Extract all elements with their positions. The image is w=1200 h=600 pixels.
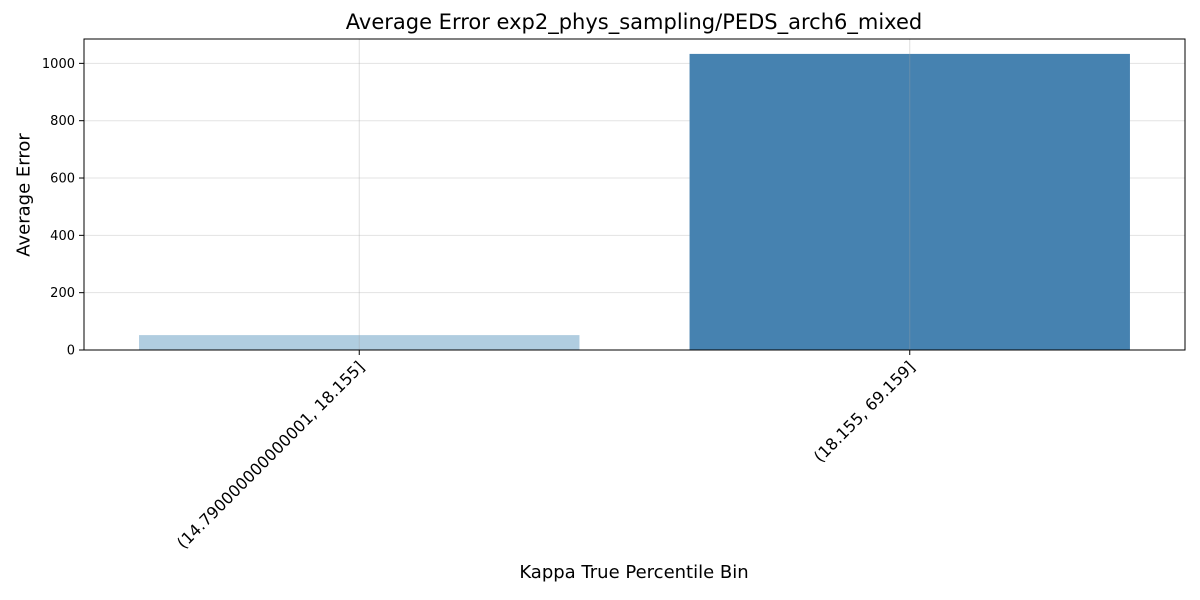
bar [139,335,580,350]
y-tick-label: 600 [50,172,75,187]
x-axis-label: Kappa True Percentile Bin [519,562,749,583]
plot-frame [83,38,1186,351]
x-tick-label: (18.155, 69.159] [810,357,919,466]
x-tick-label: (14.790000000000001, 18.155] [173,357,368,552]
y-tick-label: 0 [67,344,75,359]
y-tick-label: 1000 [42,57,75,72]
y-tick-label: 800 [50,114,75,129]
bar [689,53,1130,351]
y-tick-label: 400 [50,229,75,244]
chart-title: Average Error exp2_phys_sampling/PEDS_ar… [345,10,923,34]
y-tick-label: 200 [50,286,75,301]
